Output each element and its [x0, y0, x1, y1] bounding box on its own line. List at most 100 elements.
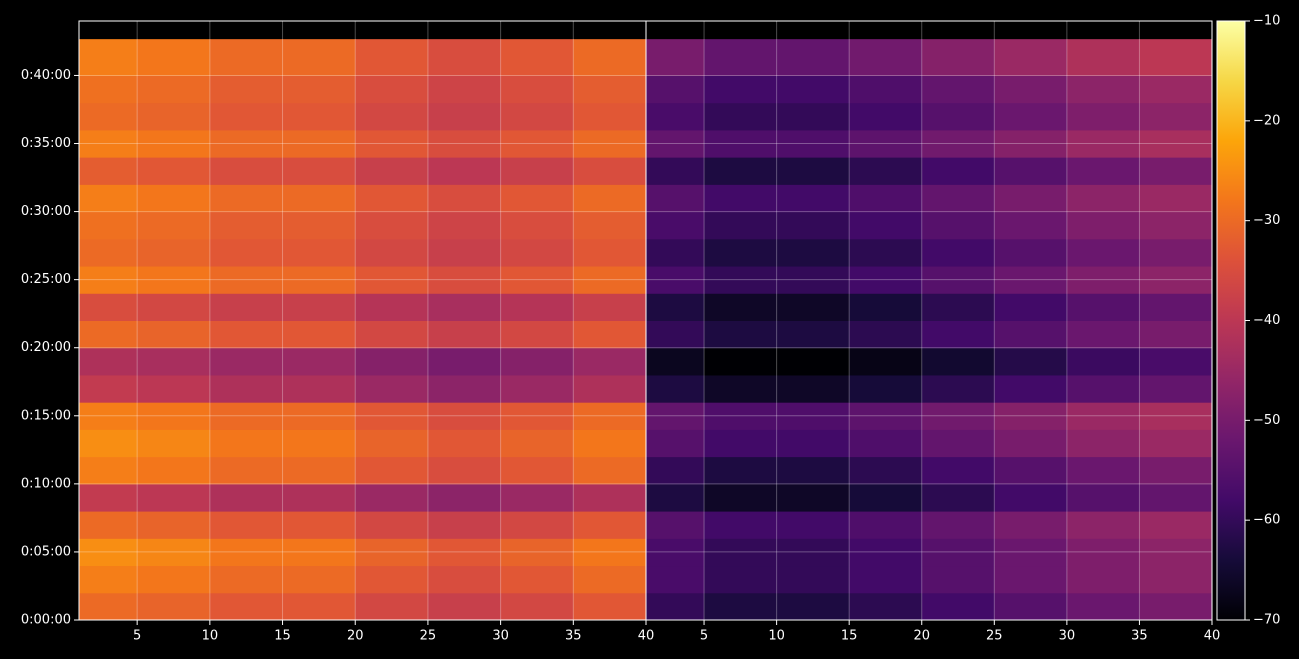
heat-cell — [776, 511, 850, 539]
heat-cell — [849, 211, 923, 240]
heat-cell — [79, 129, 138, 158]
heat-cell — [646, 320, 705, 349]
heat-cell — [355, 211, 429, 240]
colorbar — [1216, 20, 1246, 621]
heat-cell — [137, 565, 211, 594]
heat-cell — [646, 75, 705, 104]
heat-cell — [849, 238, 923, 267]
heat-cell — [209, 266, 284, 294]
heat-cell — [209, 429, 284, 458]
heat-cell — [1066, 565, 1140, 594]
x-tick-label: 35 — [1131, 629, 1148, 644]
heat-cell — [849, 129, 923, 158]
heat-cell — [994, 129, 1068, 158]
heat-cell — [282, 129, 356, 158]
heat-cell — [994, 39, 1068, 76]
x-tick-label: 5 — [133, 629, 141, 644]
heat-cell — [776, 429, 850, 458]
heat-cell — [427, 538, 502, 567]
heat-cell — [79, 293, 138, 321]
heat-cell — [849, 538, 923, 567]
heat-cell — [137, 402, 211, 430]
x-tick-label: 15 — [274, 629, 291, 644]
heat-cell — [500, 238, 574, 267]
y-tick-label: 0:30:00 — [21, 204, 71, 219]
x-tick-label: 40 — [1204, 629, 1221, 644]
heat-cell — [776, 129, 850, 158]
heat-cell — [849, 184, 923, 213]
heat-cell — [994, 211, 1068, 240]
heat-cell — [282, 157, 356, 185]
x-tick-label: 25 — [420, 629, 437, 644]
heat-cell — [282, 511, 356, 539]
x-tick-label: 10 — [202, 629, 219, 644]
heat-cell — [1066, 347, 1140, 376]
heat-cell — [573, 211, 646, 240]
heat-cell — [646, 184, 705, 213]
colorbar-tick-label: −70 — [1253, 613, 1280, 628]
heat-cell — [500, 184, 574, 213]
heat-cell — [500, 374, 574, 403]
heat-cell — [355, 374, 429, 403]
heat-cell — [1139, 374, 1212, 403]
heat-cell — [355, 429, 429, 458]
heat-cell — [646, 39, 705, 76]
heat-cell — [209, 483, 284, 512]
heat-cell — [209, 238, 284, 267]
axes-frame — [645, 20, 1213, 621]
heat-cell — [427, 211, 502, 240]
y-tick-label: 0:40:00 — [21, 68, 71, 83]
heat-cell — [1139, 402, 1212, 430]
heat-cell — [209, 129, 284, 158]
heat-cell — [137, 429, 211, 458]
y-tick-label: 0:20:00 — [21, 340, 71, 355]
heat-cell — [573, 129, 646, 158]
heat-cell — [282, 538, 356, 567]
heat-cell — [500, 129, 574, 158]
heat-cell — [573, 402, 646, 430]
heat-cell — [282, 184, 356, 213]
heat-cell — [137, 538, 211, 567]
heat-cell — [355, 102, 429, 131]
heat-cell — [646, 129, 705, 158]
heat-cell — [1066, 538, 1140, 567]
heat-cell — [994, 429, 1068, 458]
heat-cell — [849, 429, 923, 458]
heat-cell — [427, 429, 502, 458]
heat-cell — [849, 592, 923, 620]
heat-cell — [79, 211, 138, 240]
heat-cell — [573, 456, 646, 485]
heat-cell — [355, 293, 429, 321]
colorbar-tick-label: −20 — [1253, 113, 1280, 128]
heat-cell — [704, 102, 778, 131]
heat-cell — [776, 39, 850, 76]
heat-cell — [355, 565, 429, 594]
heat-cell — [1139, 293, 1212, 321]
heat-cell — [704, 511, 778, 539]
y-tick-label: 0:15:00 — [21, 408, 71, 423]
heat-cell — [209, 592, 284, 620]
heat-cell — [573, 102, 646, 131]
heat-cell — [849, 347, 923, 376]
heat-cell — [1066, 429, 1140, 458]
heat-cell — [646, 592, 705, 620]
heat-cell — [427, 402, 502, 430]
heat-cell — [427, 184, 502, 213]
heat-cell — [994, 483, 1068, 512]
x-tick-label: 30 — [492, 629, 509, 644]
heat-cell — [921, 429, 995, 458]
heat-cell — [573, 320, 646, 349]
heat-cell — [921, 238, 995, 267]
heat-cell — [1066, 374, 1140, 403]
heat-cell — [1139, 129, 1212, 158]
heat-cell — [573, 266, 646, 294]
heat-cell — [704, 347, 778, 376]
heat-cell — [646, 266, 705, 294]
heat-cell — [994, 184, 1068, 213]
heat-cell — [500, 211, 574, 240]
heat-cell — [921, 538, 995, 567]
heat-cell — [137, 266, 211, 294]
heat-cell — [994, 238, 1068, 267]
heat-cell — [994, 266, 1068, 294]
heat-cell — [79, 347, 138, 376]
